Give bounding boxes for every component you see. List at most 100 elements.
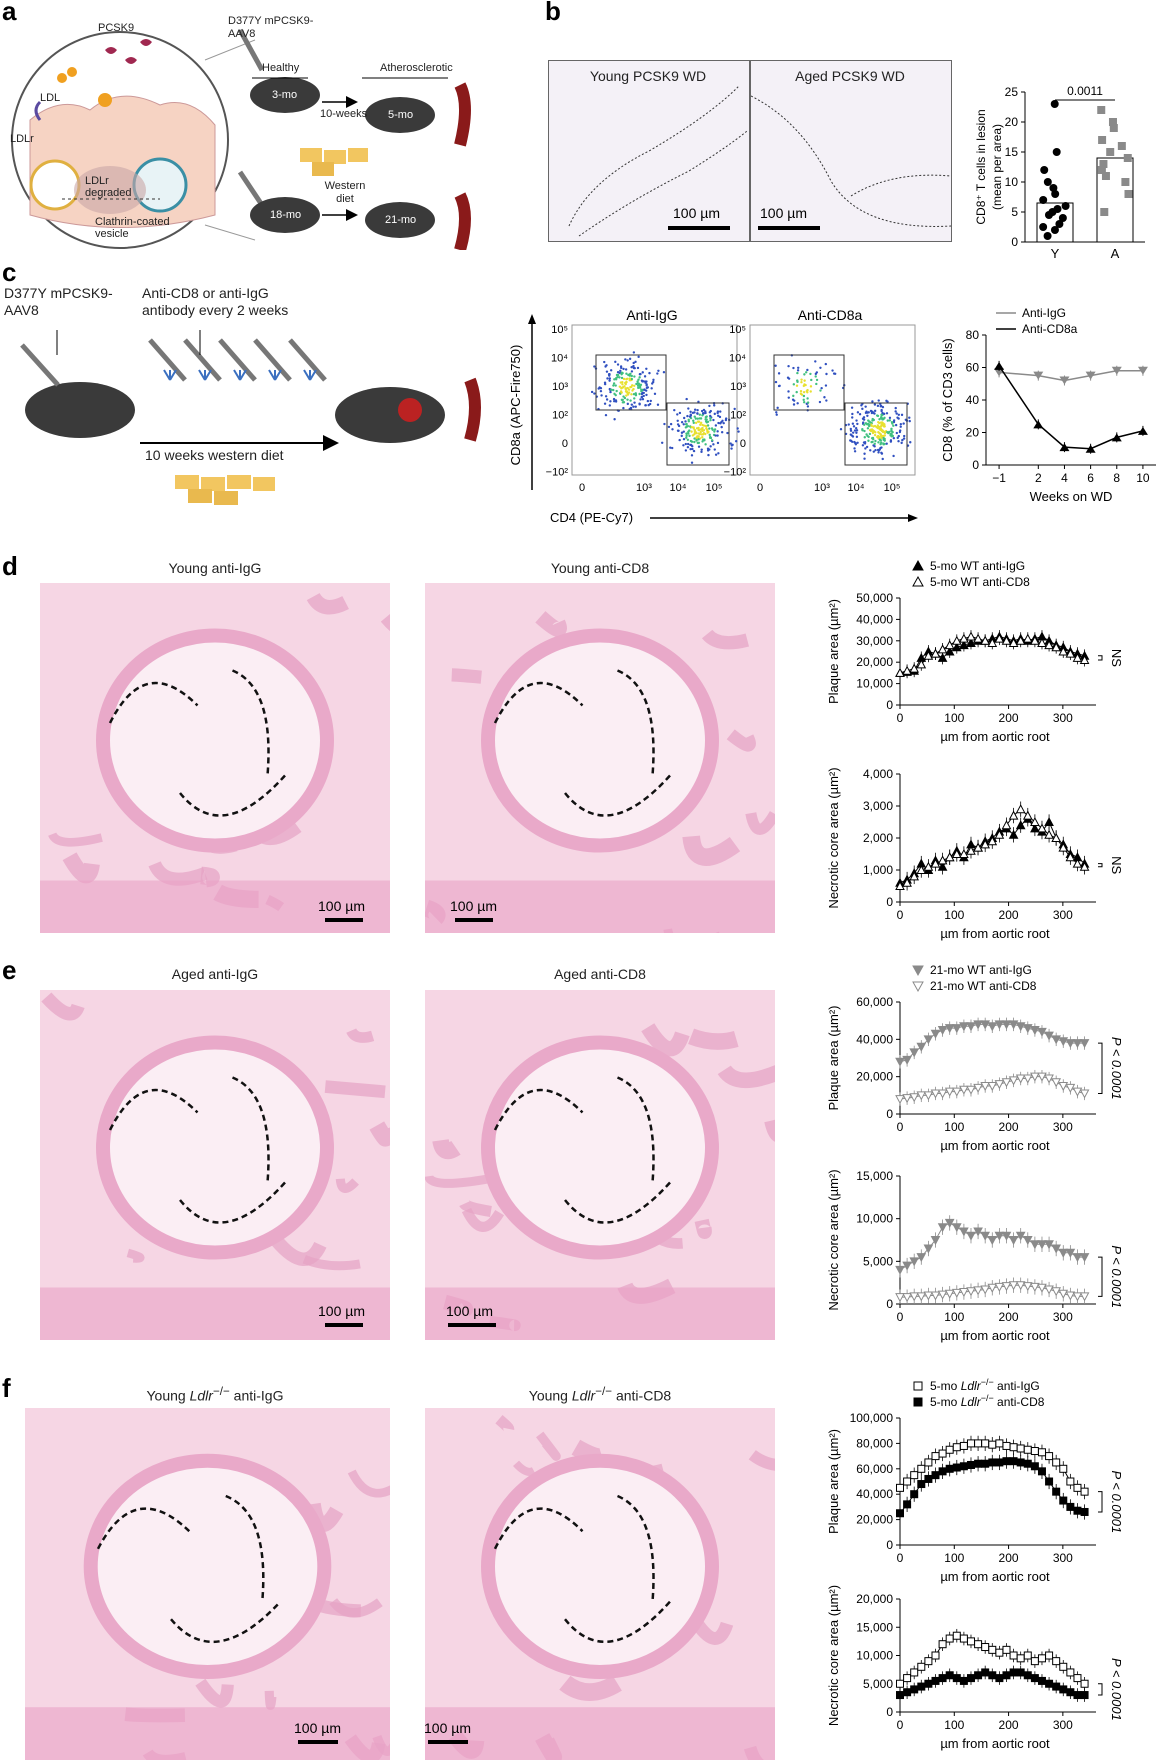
f_necrotic-point	[896, 1691, 904, 1700]
flow-event	[796, 402, 799, 405]
e_plaque-point	[902, 1094, 912, 1104]
e_plaque-stat-bracket	[1098, 1042, 1103, 1094]
flow-event	[806, 405, 810, 408]
f_plaque-point	[1030, 1462, 1039, 1471]
flow-event	[726, 431, 729, 435]
flow-event	[880, 415, 883, 419]
e_plaque-point	[966, 1022, 976, 1032]
flow-event	[662, 370, 666, 374]
e_plaque-point	[1022, 1024, 1033, 1034]
b-y-label-line2: (mean per area)	[990, 124, 1004, 210]
flow-event	[614, 384, 617, 387]
e_necrotic-point	[1051, 1287, 1062, 1297]
d_necrotic-y-tick-label: 2,000	[863, 831, 893, 845]
b-point	[1051, 190, 1060, 198]
tissue-fiber	[271, 1236, 327, 1266]
f_necrotic-x-tick-label: 200	[999, 1718, 1019, 1732]
flow-event	[673, 408, 676, 412]
f_plaque-point	[1045, 1477, 1054, 1486]
f_necrotic-point	[1009, 1668, 1018, 1677]
flow-event	[882, 443, 885, 446]
b-y-label-line1: CD8⁺ T cells in lesion	[974, 109, 988, 224]
f_plaque-stat-label: P < 0.0001	[1109, 1470, 1124, 1533]
flow-event	[879, 439, 883, 442]
d_necrotic-point	[923, 861, 934, 871]
e_necrotic-point	[1058, 1289, 1069, 1299]
f_necrotic-point	[924, 1657, 933, 1666]
f_plaque-point	[995, 1439, 1004, 1448]
flow-event	[809, 372, 812, 376]
f_plaque-point	[1066, 1502, 1075, 1511]
e_plaque-point	[916, 1091, 927, 1101]
flow-event	[815, 382, 818, 386]
flow-event	[902, 437, 906, 440]
flow-event	[876, 424, 880, 427]
flow-event	[876, 426, 879, 430]
flow-event	[874, 439, 877, 443]
b-point	[1052, 148, 1061, 156]
tissue-fiber	[459, 1199, 492, 1218]
b-pvalue: 0.0011	[1067, 84, 1103, 98]
flow-event	[688, 434, 691, 438]
c-point	[1137, 366, 1148, 375]
tissue-fiber	[41, 992, 85, 1021]
flow-event	[637, 355, 640, 359]
flow-event	[682, 430, 685, 433]
d_plaque-point	[1051, 642, 1062, 652]
tissue-fiber	[536, 1431, 561, 1461]
tissue-fiber	[701, 629, 750, 650]
flow-event	[720, 431, 724, 434]
f_plaque-point	[1016, 1444, 1025, 1453]
flow-event	[714, 434, 717, 437]
flow-event	[626, 386, 629, 390]
plaque-outline	[108, 681, 286, 817]
d_plaque-point	[1037, 637, 1047, 647]
e_necrotic-x-tick-label: 200	[999, 1310, 1019, 1324]
c-aav-label: D377Y mPCSK9-AAV8	[4, 285, 113, 318]
flow-x-tick: 10⁵	[884, 482, 901, 494]
flow-title: Anti-IgG	[626, 307, 677, 323]
flow-event	[869, 449, 872, 452]
f_plaque-point	[931, 1452, 940, 1461]
e_plaque-point	[944, 1087, 955, 1097]
flow-x-tick: 10⁴	[670, 482, 687, 494]
flow-event	[709, 414, 712, 418]
flow-event	[717, 421, 720, 425]
flow-event	[797, 366, 800, 369]
flow-event	[632, 387, 635, 391]
f_necrotic-point	[1030, 1657, 1039, 1666]
flow-event	[855, 435, 859, 439]
flow-event	[621, 386, 625, 389]
f_necrotic-x-tick-label: 100	[944, 1718, 964, 1732]
e_necrotic-point	[937, 1223, 948, 1233]
f_necrotic-y-tick-label: 15,000	[856, 1620, 893, 1634]
f-plaque-area-chart: 0 20,000 40,000 60,000 80,000 100,000 0 100 200 3…	[826, 1378, 1124, 1584]
e_plaque-point	[987, 1022, 998, 1032]
e_plaque-point	[1008, 1020, 1019, 1030]
flow-event	[702, 432, 706, 435]
flow-y-tick: 10⁴	[551, 353, 568, 365]
flow-event	[705, 427, 708, 430]
e_plaque-point	[987, 1082, 998, 1092]
d_plaque-point	[902, 665, 912, 675]
flow-event	[613, 418, 616, 421]
flow-event	[632, 364, 635, 368]
d_necrotic-point	[1008, 829, 1019, 839]
flow-event	[713, 412, 716, 416]
e_plaque-legend-marker	[912, 965, 924, 977]
flow-event	[802, 394, 806, 398]
flow-event	[892, 454, 895, 458]
d-right-scale-label: 100 µm	[450, 898, 497, 914]
flow-event	[684, 449, 688, 452]
e_necrotic-point	[1001, 1231, 1012, 1241]
e_plaque-point	[1044, 1074, 1054, 1084]
f_necrotic-point	[938, 1674, 947, 1683]
f_plaque-point	[910, 1471, 919, 1480]
flow-event	[685, 434, 688, 437]
d_necrotic-point	[909, 871, 920, 881]
e_plaque-point	[923, 1091, 934, 1101]
flow-event	[869, 421, 872, 424]
atherosclerotic-label: Atherosclerotic	[380, 62, 453, 74]
f_necrotic-stat-bracket	[1098, 1683, 1103, 1696]
tissue-fiber	[495, 1414, 515, 1432]
